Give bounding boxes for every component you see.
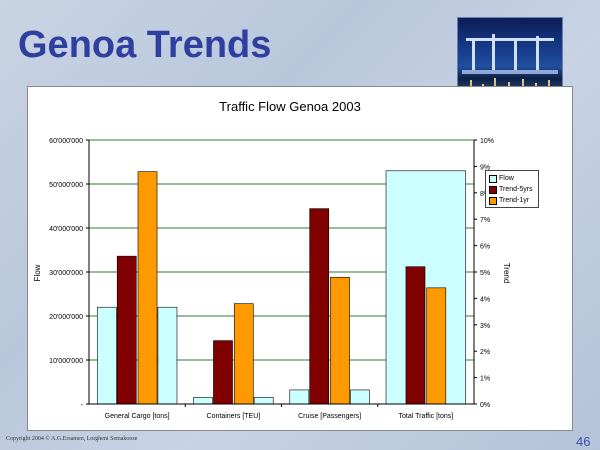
chart-title: Traffic Flow Genoa 2003 bbox=[219, 99, 361, 114]
bar-trend-5yrs bbox=[405, 266, 426, 405]
legend-swatch-trend-1yr bbox=[489, 196, 497, 205]
y2-tick-label: 5% bbox=[480, 270, 490, 277]
bar-flow bbox=[157, 306, 178, 405]
y-tick-label: 30'000'000 bbox=[49, 270, 83, 277]
x-tick-label: General Cargo [tons] bbox=[105, 413, 170, 420]
chart-panel: Traffic Flow Genoa 2003 - 10'000'000 20'00… bbox=[27, 86, 573, 431]
bar-flow bbox=[253, 397, 274, 405]
slide-title: Genoa Trends bbox=[18, 24, 272, 66]
y2-tick-label: 7% bbox=[480, 217, 490, 224]
legend-item-trend-1yr: Trend-1yr bbox=[489, 195, 535, 206]
y2-tick-label: 3% bbox=[480, 323, 490, 330]
y2-tick-label: 10% bbox=[480, 138, 494, 145]
bar-trend-5yrs bbox=[213, 340, 233, 405]
y-tick-label: 10'000'000 bbox=[49, 358, 83, 365]
bar-flow bbox=[385, 170, 467, 405]
y-axis-label: Flow bbox=[33, 264, 42, 281]
bar-trend-1yr bbox=[426, 287, 447, 405]
y2-tick-label: 6% bbox=[480, 244, 490, 251]
page-number: 46 bbox=[576, 434, 591, 449]
y2-axis-label: Trend bbox=[502, 263, 511, 284]
y-tick-label: 40'000'000 bbox=[49, 226, 83, 233]
x-tick-label: Containers [TEU] bbox=[207, 413, 261, 420]
legend-label-trend-1yr: Trend-1yr bbox=[499, 197, 530, 204]
bar-trend-1yr bbox=[233, 303, 254, 405]
bar-trend-5yrs bbox=[116, 255, 137, 405]
legend-swatch-trend-5yrs bbox=[489, 185, 497, 194]
legend-label-flow: Flow bbox=[499, 175, 514, 182]
bar-trend-1yr bbox=[137, 171, 158, 405]
bar-trend-5yrs bbox=[309, 208, 330, 405]
bar-trend-1yr bbox=[330, 276, 350, 405]
chart-legend: Flow Trend-5yrs Trend-1yr bbox=[485, 170, 539, 208]
y-tick-label: 50'000'000 bbox=[49, 182, 83, 189]
x-tick-label: Total Traffic [tons] bbox=[399, 413, 454, 420]
legend-label-trend-5yrs: Trend-5yrs bbox=[499, 186, 533, 193]
y-tick-label: 20'000'000 bbox=[49, 314, 83, 321]
y-tick-label: - bbox=[81, 402, 84, 409]
legend-item-trend-5yrs: Trend-5yrs bbox=[489, 184, 535, 195]
y2-tick-label: 2% bbox=[480, 349, 490, 356]
y2-tick-label: 4% bbox=[480, 296, 490, 303]
y2-tick-label: 1% bbox=[480, 376, 490, 383]
copyright-footer: Copyright 2004 © A.G.Ersamen, Lorgheni S… bbox=[6, 436, 138, 442]
bar-flow bbox=[289, 389, 310, 405]
bar-flow bbox=[350, 389, 370, 405]
traffic-flow-chart: Traffic Flow Genoa 2003 - 10'000'000 20'00… bbox=[33, 99, 511, 420]
y2-tick-label: 9% bbox=[480, 164, 490, 171]
bar-flow bbox=[193, 397, 213, 405]
x-tick-label: Cruise [Passengers] bbox=[298, 413, 361, 420]
y2-tick-label: 0% bbox=[480, 402, 490, 409]
legend-swatch-flow bbox=[489, 174, 497, 183]
y-tick-label: 60'000'000 bbox=[49, 138, 83, 145]
legend-item-flow: Flow bbox=[489, 173, 535, 184]
bar-flow bbox=[96, 306, 117, 405]
